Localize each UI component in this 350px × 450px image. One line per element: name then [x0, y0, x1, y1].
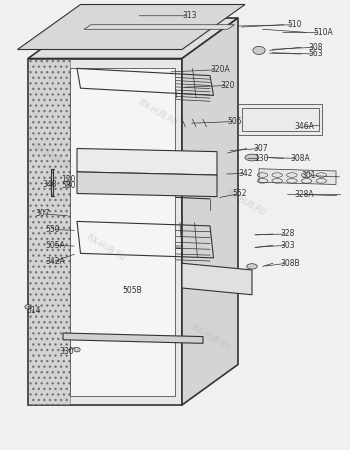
Text: 552: 552	[233, 189, 247, 198]
Text: 320: 320	[220, 81, 235, 90]
Text: FIX-HUB.RU: FIX-HUB.RU	[136, 98, 179, 127]
FancyBboxPatch shape	[238, 104, 322, 135]
Text: 505A: 505A	[46, 241, 65, 250]
Text: 328: 328	[280, 230, 294, 238]
Ellipse shape	[245, 154, 259, 161]
Polygon shape	[84, 25, 235, 29]
Text: 514: 514	[26, 306, 41, 315]
Text: 307: 307	[35, 209, 50, 218]
Text: 505B: 505B	[122, 286, 142, 295]
Text: 505: 505	[228, 117, 242, 126]
Text: 320A: 320A	[210, 65, 230, 74]
Text: 330: 330	[60, 346, 74, 356]
Text: 328A: 328A	[294, 190, 314, 199]
Polygon shape	[182, 263, 252, 295]
Polygon shape	[70, 68, 175, 396]
Text: 307: 307	[254, 144, 268, 153]
Polygon shape	[259, 169, 336, 184]
Text: 130: 130	[254, 154, 268, 163]
Text: 510A: 510A	[313, 28, 333, 37]
Text: 342A: 342A	[46, 257, 65, 266]
Ellipse shape	[25, 305, 31, 309]
Text: FIX-HUB.RU: FIX-HUB.RU	[84, 233, 126, 262]
Ellipse shape	[74, 347, 80, 352]
Text: FIX-HUB.RU: FIX-HUB.RU	[189, 323, 231, 352]
Polygon shape	[77, 148, 217, 175]
Text: 308: 308	[308, 43, 322, 52]
Polygon shape	[77, 172, 217, 197]
Text: 303: 303	[280, 241, 295, 250]
Polygon shape	[63, 333, 203, 343]
Polygon shape	[18, 4, 245, 50]
Polygon shape	[182, 18, 238, 405]
Text: 342: 342	[238, 169, 252, 178]
Text: 301: 301	[301, 171, 315, 180]
Text: 348: 348	[42, 180, 56, 189]
Text: 563: 563	[308, 50, 323, 58]
Text: 346A: 346A	[294, 122, 314, 131]
Text: 510: 510	[287, 20, 301, 29]
Text: 120: 120	[61, 176, 76, 184]
Text: FIX-HUB.RU: FIX-HUB.RU	[224, 188, 266, 217]
Text: 308B: 308B	[280, 259, 300, 268]
Text: 308A: 308A	[290, 154, 310, 163]
Text: 550: 550	[46, 225, 60, 234]
Polygon shape	[28, 18, 238, 58]
Polygon shape	[28, 58, 182, 405]
Ellipse shape	[247, 264, 257, 269]
Text: 580: 580	[61, 181, 76, 190]
Text: FIX-HUB.RU: FIX-HUB.RU	[31, 143, 74, 172]
Text: 313: 313	[182, 11, 196, 20]
Ellipse shape	[253, 46, 265, 54]
Polygon shape	[28, 58, 70, 405]
